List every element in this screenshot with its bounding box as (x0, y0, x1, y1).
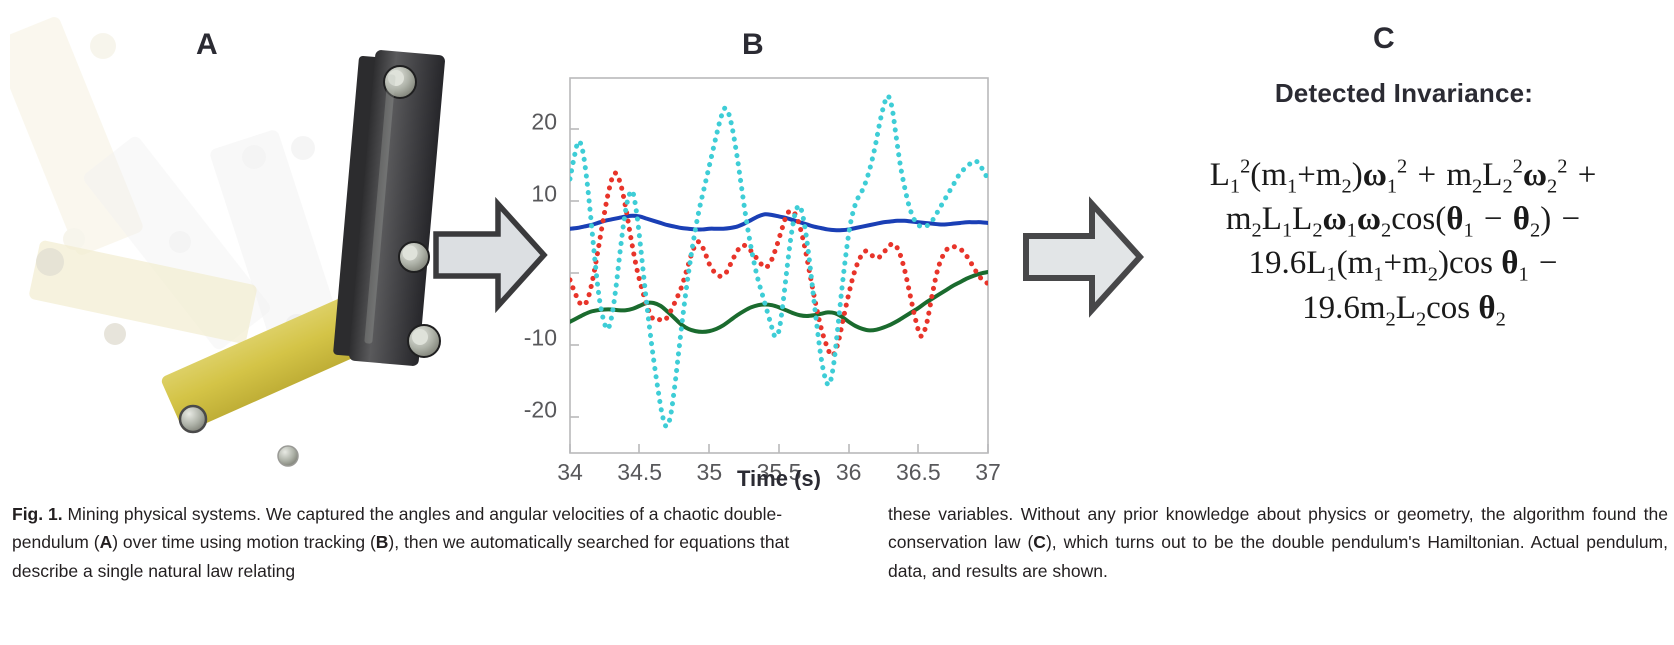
x-tick-label: 35.5 (757, 459, 802, 485)
caption-ref-b: B (375, 532, 389, 553)
series-theta2 (570, 269, 988, 334)
y-axis-ticks (570, 128, 579, 418)
x-axis-title: Time (s) (737, 466, 821, 490)
caption-left-text-2: ) over time using motion tracking ( (112, 532, 376, 553)
pendulum-arm-upper-dark (333, 50, 445, 366)
x-tick-label: 36 (836, 459, 862, 485)
detected-invariance-panel: Detected Invariance: L12(m1+m2)ω12 + m2L… (1148, 78, 1660, 408)
ghost-arm-cream-left (29, 240, 257, 345)
equation-line-3: 19.6L1(m1+m2)cos θ1 − (1248, 245, 1558, 286)
y-axis-tick-labels: 20 10 -10 -20 (524, 108, 557, 422)
caption-left-text-1: Mining physical systems. We captured the… (12, 504, 783, 553)
y-tick-label: 20 (531, 108, 557, 134)
arm-highlight (364, 74, 396, 344)
caption-right-text-1: these variables. Without any prior knowl… (888, 504, 1668, 553)
caption-label: Fig. 1. (12, 504, 63, 524)
plot-area-background (570, 78, 988, 453)
panel-letter-c: C (1373, 22, 1395, 55)
flow-arrow-a-to-b (432, 196, 548, 314)
caption-ref-a: A (99, 532, 113, 553)
arrow-shape (433, 196, 548, 314)
figure-caption: Fig. 1. Mining physical systems. We capt… (0, 500, 1674, 645)
x-tick-label: 37 (975, 459, 1001, 485)
hamiltonian-equation: L12(m1+m2)ω12 + m2L22ω22 + m2L1L2ω1ω2cos… (1148, 153, 1660, 330)
x-axis-ticks (569, 444, 989, 453)
caption-column-left: Fig. 1. Mining physical systems. We capt… (12, 500, 792, 645)
equation-line-4: 19.6m2L2cos θ2 (1302, 289, 1506, 331)
pendulum-photo-panel (10, 14, 480, 474)
x-tick-label: 34.5 (617, 459, 662, 485)
series-theta1 (570, 212, 988, 233)
chart-series-group (570, 93, 988, 429)
y-tick-label: -10 (524, 325, 557, 351)
caption-column-right: these variables. Without any prior knowl… (888, 500, 1668, 645)
y-tick-label: 10 (531, 180, 557, 206)
flow-arrow-b-to-c (1022, 196, 1145, 318)
equation-line-2: m2L1L2ω1ω2cos(θ1 − θ2) − (1225, 201, 1581, 242)
motion-tracking-chart-panel: 20 10 -10 -20 34 34.5 35 35.5 36 36.5 37 Time (s) (495, 60, 1040, 490)
panel-letter-b: B (742, 28, 764, 61)
x-axis-tick-labels: 34 34.5 35 35.5 36 36.5 37 (557, 459, 1001, 485)
panel-letter-a: A (196, 28, 218, 61)
x-tick-label: 34 (557, 459, 583, 485)
arrow-shape (1023, 196, 1145, 318)
series-omega1 (570, 170, 988, 359)
time-series-chart: 20 10 -10 -20 34 34.5 35 35.5 36 36.5 37 Time (s) (524, 77, 1001, 490)
caption-right-text-2: ), which turns out to be the double pend… (888, 532, 1668, 581)
equation-line-1: L12(m1+m2)ω12 + m2L22ω22 + (1209, 155, 1597, 198)
caption-ref-c: C (1033, 532, 1046, 553)
ghost-arm-cream-upper (10, 17, 143, 255)
double-pendulum-illustration (10, 14, 480, 474)
invariance-title: Detected Invariance: (1274, 78, 1534, 108)
series-omega2 (570, 93, 988, 429)
x-tick-label: 35 (697, 459, 723, 485)
x-tick-label: 36.5 (896, 459, 941, 485)
y-tick-label: -20 (524, 397, 557, 423)
caption-left-text-3: ), then we automatically searched for eq… (12, 532, 790, 581)
